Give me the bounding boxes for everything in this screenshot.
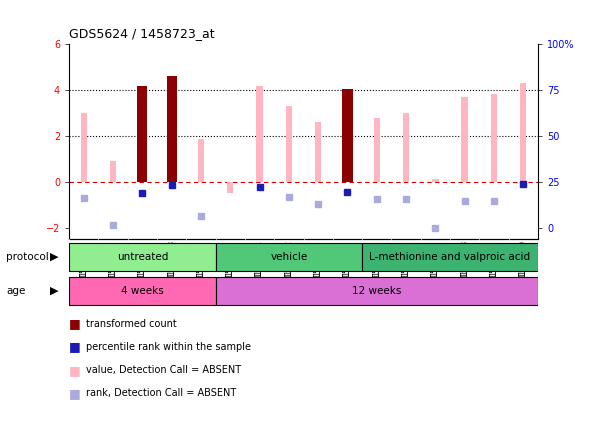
Bar [362, 243, 538, 271]
Text: GSM1520979: GSM1520979 [489, 242, 498, 294]
Bar [216, 243, 362, 271]
Text: L-methionine and valproic acid: L-methionine and valproic acid [370, 252, 531, 262]
Text: GDS5624 / 1458723_at: GDS5624 / 1458723_at [69, 27, 215, 40]
Text: GSM1520967: GSM1520967 [138, 242, 147, 294]
Text: GSM1520971: GSM1520971 [255, 242, 264, 294]
Text: GSM1520974: GSM1520974 [343, 242, 352, 294]
Text: age: age [6, 286, 25, 296]
Text: GSM1520965: GSM1520965 [79, 242, 88, 294]
Bar [227, 182, 233, 193]
Text: GSM1520970: GSM1520970 [226, 242, 235, 294]
Bar [216, 277, 538, 305]
Bar [520, 83, 526, 182]
Text: GSM1520976: GSM1520976 [401, 242, 410, 294]
Bar [343, 89, 353, 182]
Text: GSM1520980: GSM1520980 [519, 242, 528, 294]
Text: ■: ■ [69, 364, 81, 376]
Bar [285, 106, 292, 182]
Bar [110, 161, 116, 182]
Text: GSM1520978: GSM1520978 [460, 242, 469, 294]
Text: GSM1520968: GSM1520968 [167, 242, 176, 294]
Bar [198, 140, 204, 182]
Text: percentile rank within the sample: percentile rank within the sample [86, 342, 251, 352]
Bar [462, 97, 468, 182]
Text: GSM1520975: GSM1520975 [372, 242, 381, 294]
Text: ▶: ▶ [50, 286, 58, 296]
Bar [69, 277, 216, 305]
Text: GSM1520977: GSM1520977 [431, 242, 440, 294]
Bar [374, 118, 380, 182]
Text: 4 weeks: 4 weeks [121, 286, 163, 296]
Text: value, Detection Call = ABSENT: value, Detection Call = ABSENT [86, 365, 241, 375]
Text: 12 weeks: 12 weeks [352, 286, 401, 296]
Text: untreated: untreated [117, 252, 168, 262]
Text: GSM1520969: GSM1520969 [197, 242, 206, 294]
Text: ■: ■ [69, 387, 81, 400]
Text: GSM1520966: GSM1520966 [109, 242, 118, 294]
Bar [137, 85, 147, 182]
Text: rank, Detection Call = ABSENT: rank, Detection Call = ABSENT [86, 388, 236, 398]
Bar [166, 77, 177, 182]
Bar [81, 113, 87, 182]
Text: GSM1520973: GSM1520973 [314, 242, 323, 294]
Bar [432, 179, 439, 182]
Bar [403, 113, 409, 182]
Bar [69, 243, 216, 271]
Text: transformed count: transformed count [86, 319, 177, 329]
Bar [315, 122, 322, 182]
Bar [491, 93, 497, 182]
Text: ■: ■ [69, 341, 81, 353]
Text: vehicle: vehicle [270, 252, 308, 262]
Text: ▶: ▶ [50, 252, 58, 262]
Text: protocol: protocol [6, 252, 49, 262]
Text: ■: ■ [69, 317, 81, 330]
Bar [257, 85, 263, 182]
Text: GSM1520972: GSM1520972 [284, 242, 293, 294]
